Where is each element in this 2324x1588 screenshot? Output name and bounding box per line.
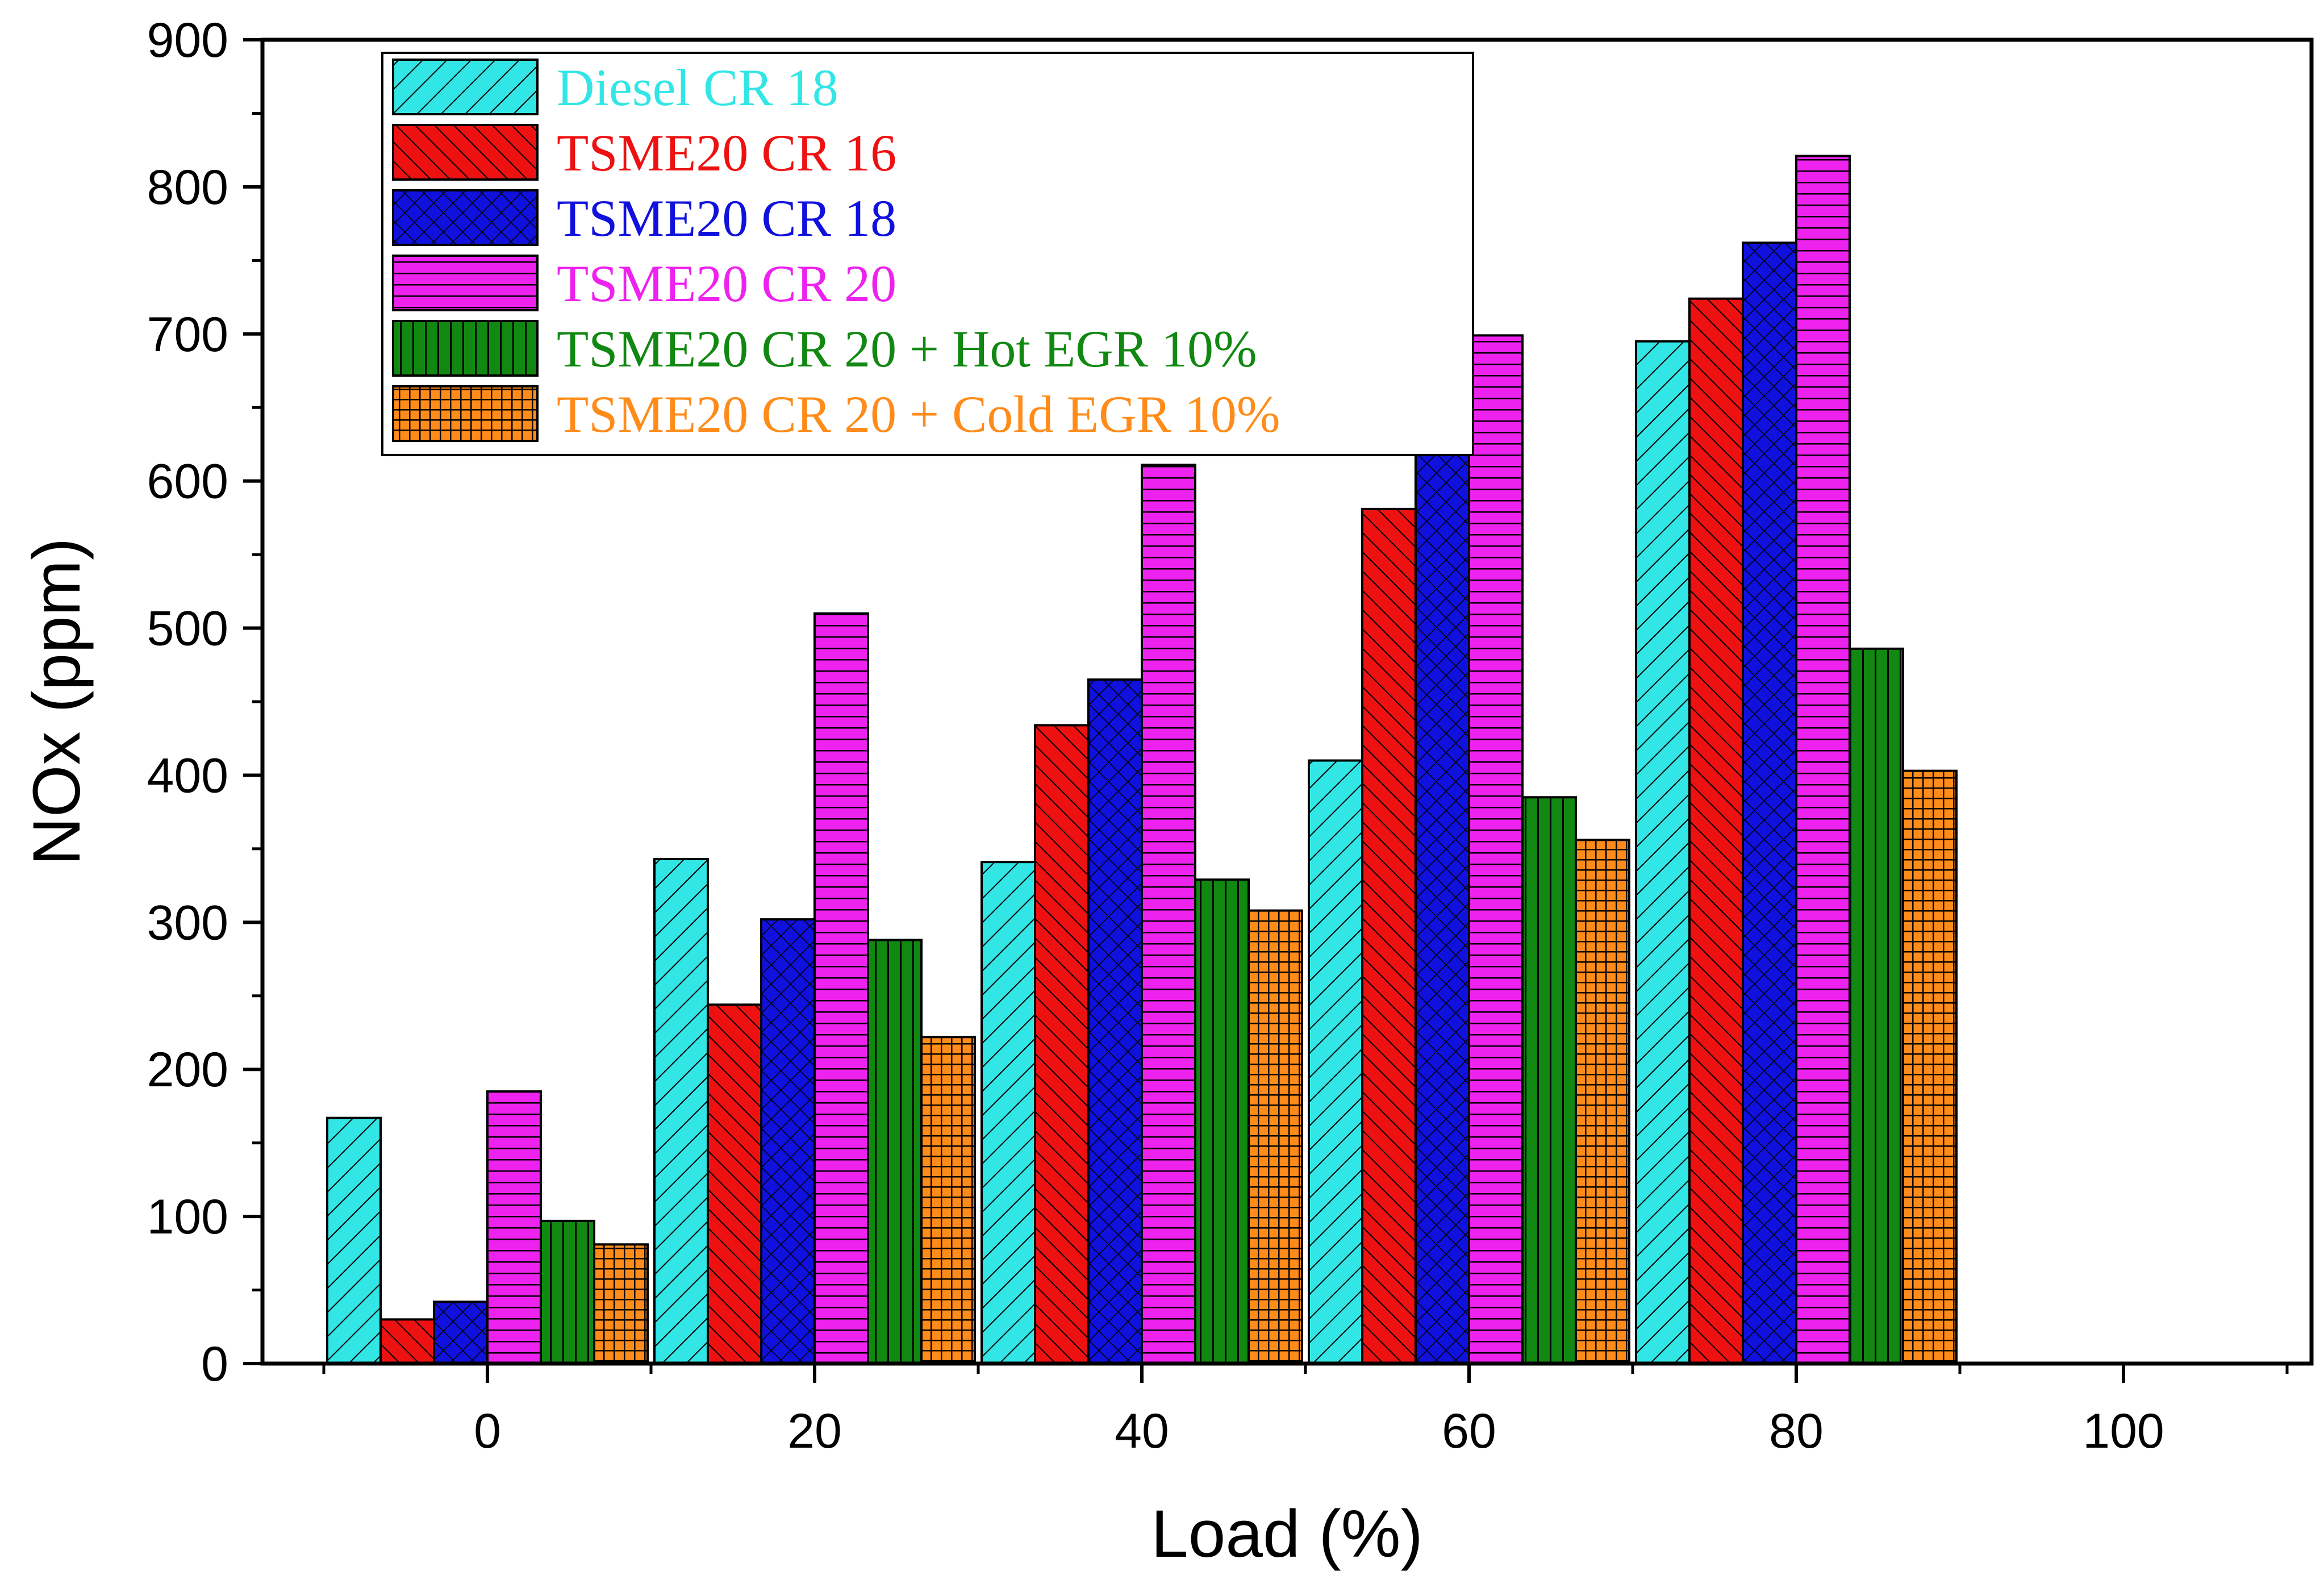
bar-tsme20-cr-16-load-80 (1688, 297, 1744, 1365)
bar-tsme20-cr-20-load-40 (1141, 464, 1196, 1365)
x-axis: 0 20 40 60 80 100 (322, 1364, 2289, 1458)
y-tick-label: 900 (147, 13, 229, 68)
bar-tsme20-cr-20-load-20 (813, 612, 869, 1365)
bar-tsme20-cr-20-load-60 (1468, 334, 1524, 1365)
bar-tsme20-cr-20-cold-egr-10--load-40 (1247, 909, 1303, 1365)
bar-tsme20-cr-20-hot-egr-10--load-0 (540, 1219, 595, 1365)
bar-diesel-cr-18-load-40 (980, 861, 1036, 1365)
x-tick-label: 40 (1115, 1404, 1169, 1458)
legend-label: TSME20 CR 20 + Hot EGR 10% (557, 320, 1257, 378)
legend-swatch (392, 189, 539, 246)
x-tick-label: 60 (1442, 1404, 1496, 1458)
bar-diesel-cr-18-load-0 (326, 1116, 382, 1365)
bar-tsme20-cr-16-load-60 (1361, 507, 1417, 1365)
legend-swatch (392, 59, 539, 115)
y-tick-label: 0 (201, 1337, 228, 1391)
bar-tsme20-cr-18-load-40 (1087, 678, 1143, 1365)
legend-label: TSME20 CR 16 (557, 124, 896, 182)
x-tick-label: 80 (1769, 1404, 1824, 1458)
bar-tsme20-cr-20-cold-egr-10--load-80 (1902, 769, 1958, 1365)
bar-tsme20-cr-18-load-60 (1415, 443, 1470, 1365)
legend-box (381, 52, 1474, 456)
bar-tsme20-cr-18-load-20 (760, 918, 816, 1365)
bar-tsme20-cr-18-load-0 (433, 1301, 489, 1365)
bar-tsme20-cr-20-cold-egr-10--load-20 (920, 1036, 976, 1365)
legend-swatch (392, 255, 539, 311)
bar-tsme20-cr-20-cold-egr-10--load-0 (593, 1243, 649, 1365)
legend-label: TSME20 CR 20 + Cold EGR 10% (557, 385, 1280, 443)
y-tick-label: 600 (147, 455, 229, 509)
y-axis-title: NOx (ppm) (19, 538, 94, 866)
x-tick-label: 0 (474, 1404, 501, 1458)
bar-tsme20-cr-20-cold-egr-10--load-60 (1575, 839, 1630, 1365)
x-tick-label: 100 (2083, 1404, 2164, 1458)
bar-tsme20-cr-20-load-80 (1795, 155, 1851, 1365)
bar-tsme20-cr-18-load-80 (1742, 241, 1797, 1365)
bar-tsme20-cr-16-load-40 (1034, 724, 1090, 1365)
y-axis: 0 100 200 300 400 500 600 700 800 900 (147, 13, 262, 1391)
legend-label: Diesel CR 18 (557, 59, 838, 116)
legend-swatch (392, 385, 539, 442)
legend-label: TSME20 CR 20 (557, 255, 896, 312)
bar-diesel-cr-18-load-60 (1308, 759, 1363, 1365)
y-tick-label: 700 (147, 307, 229, 362)
bar-tsme20-cr-16-load-0 (379, 1318, 435, 1365)
bar-tsme20-cr-20-load-0 (486, 1090, 542, 1365)
x-axis-title: Load (%) (1151, 1497, 1423, 1572)
bar-tsme20-cr-20-hot-egr-10--load-40 (1194, 878, 1250, 1365)
bars-layer (326, 155, 1958, 1365)
y-tick-label: 200 (147, 1043, 229, 1097)
bar-diesel-cr-18-load-20 (653, 858, 709, 1365)
legend-label: TSME20 CR 18 (557, 189, 896, 247)
y-tick-label: 500 (147, 602, 229, 656)
legend: Diesel CR 18 TSME20 CR 16 TSME20 CR 18 TSME… (381, 52, 1474, 456)
x-tick-label: 20 (787, 1404, 842, 1458)
legend-swatch (392, 124, 539, 181)
y-tick-label: 800 (147, 160, 229, 215)
bar-tsme20-cr-16-load-20 (707, 1003, 762, 1365)
y-tick-label: 300 (147, 895, 229, 950)
legend-swatch (392, 320, 539, 377)
y-tick-label: 400 (147, 748, 229, 803)
bar-diesel-cr-18-load-80 (1635, 340, 1691, 1365)
bar-tsme20-cr-20-hot-egr-10--load-80 (1849, 647, 1904, 1365)
bar-tsme20-cr-20-hot-egr-10--load-60 (1521, 796, 1577, 1365)
bar-tsme20-cr-20-hot-egr-10--load-20 (867, 939, 923, 1365)
y-tick-label: 100 (147, 1190, 229, 1244)
